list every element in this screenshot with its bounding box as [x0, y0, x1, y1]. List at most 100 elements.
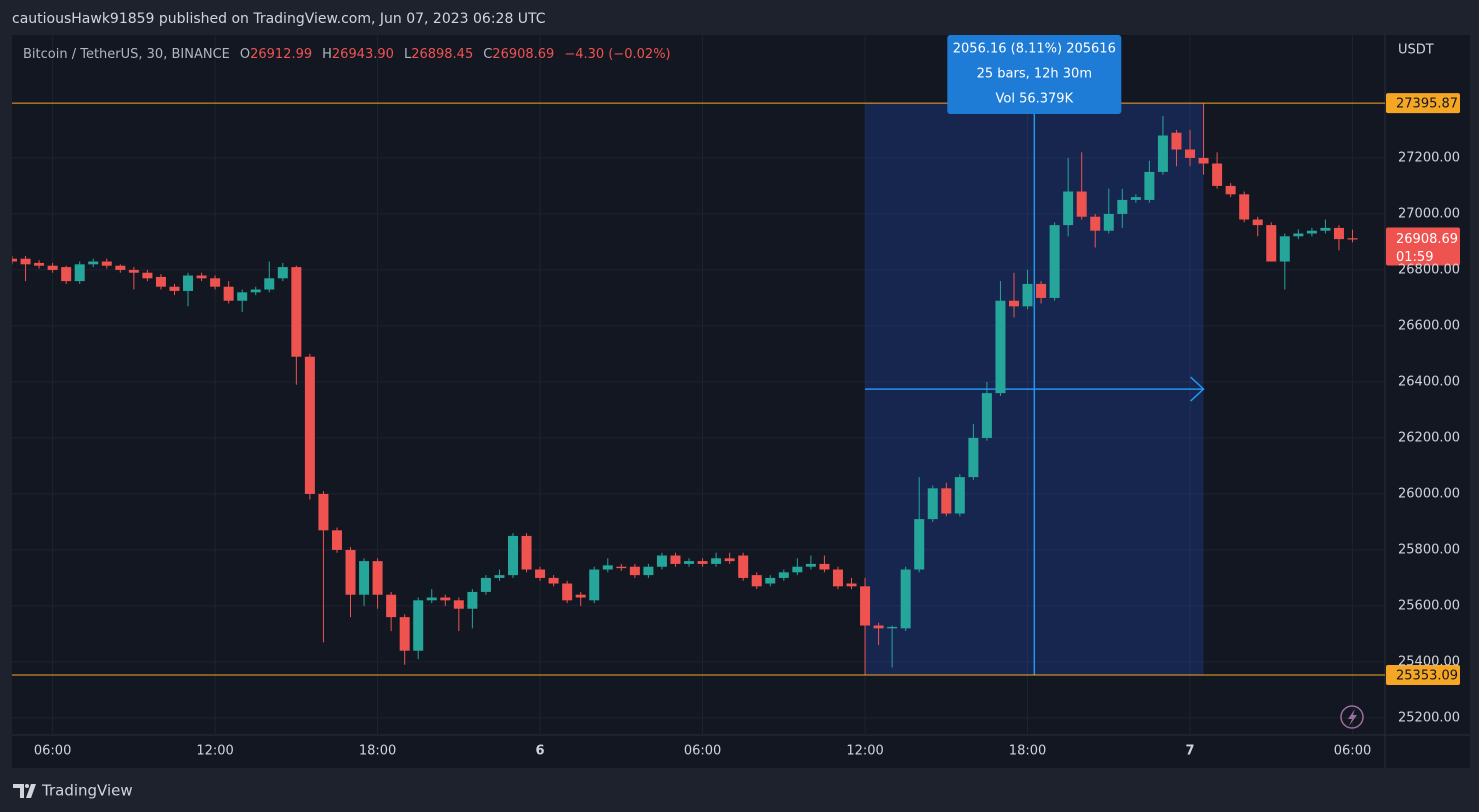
- candle-body: [1049, 225, 1060, 298]
- candle-body: [1347, 238, 1358, 240]
- candle-body: [1090, 216, 1101, 231]
- candle-body: [575, 594, 586, 598]
- candle-body: [995, 300, 1006, 394]
- candle-body: [656, 555, 667, 567]
- candle-body: [1022, 283, 1033, 307]
- candle-body: [968, 437, 979, 478]
- candle-body: [142, 272, 153, 279]
- y-tick-label: 27200.00: [1398, 150, 1460, 165]
- x-tick-label: 18:00: [1009, 744, 1046, 759]
- price-tag-label: 25353.09: [1396, 669, 1458, 684]
- candle-body: [507, 535, 518, 576]
- y-tick-label: 26000.00: [1398, 486, 1460, 501]
- y-tick-label: 26600.00: [1398, 318, 1460, 333]
- candle-body: [1130, 197, 1141, 200]
- candle-body: [1008, 300, 1019, 307]
- candle-body: [155, 276, 166, 287]
- candle-body: [264, 278, 275, 290]
- candle-body: [914, 519, 925, 570]
- candle-body: [413, 600, 424, 651]
- candle-body: [589, 569, 600, 601]
- last-price-tag: [1386, 227, 1460, 266]
- x-tick-label: 06:00: [34, 744, 71, 759]
- candle-body: [738, 555, 749, 578]
- y-tick-label: 26400.00: [1398, 374, 1460, 389]
- candle-body: [399, 617, 410, 651]
- candle-body: [277, 267, 288, 279]
- candle-body: [210, 278, 221, 287]
- candle-body: [832, 569, 843, 587]
- x-tick-label: 12:00: [196, 744, 233, 759]
- candle-body: [521, 535, 532, 570]
- candle-body: [819, 563, 830, 570]
- candle-body: [562, 583, 573, 601]
- candle-body: [1306, 230, 1317, 234]
- candle-body: [426, 597, 437, 601]
- candle-body: [372, 561, 383, 595]
- candle-body: [183, 275, 194, 291]
- candle-body: [196, 275, 207, 279]
- candle-body: [981, 393, 992, 438]
- candle-body: [941, 488, 952, 514]
- measure-label: 2056.16 (8.11%) 205616: [953, 42, 1116, 57]
- candle-body: [12, 258, 17, 262]
- price-tag: [1386, 93, 1460, 114]
- chart-panel: [12, 35, 1470, 768]
- candle-body: [453, 600, 464, 609]
- candle-body: [684, 561, 695, 564]
- candle-body: [1266, 225, 1277, 262]
- candle-body: [74, 264, 85, 282]
- candle-body: [34, 262, 45, 266]
- candle-body: [47, 265, 58, 270]
- y-tick-label: 25200.00: [1398, 710, 1460, 725]
- candle-body: [643, 566, 654, 576]
- candle-body: [88, 261, 99, 265]
- candle-body: [1185, 149, 1196, 158]
- brand: TradingView: [41, 782, 133, 800]
- y-tick-label: 25800.00: [1398, 542, 1460, 557]
- x-tick-label: 06:00: [684, 744, 721, 759]
- x-tick-label: 6: [536, 744, 545, 759]
- candle-body: [128, 269, 139, 273]
- candle-body: [751, 575, 762, 587]
- countdown: 01:59: [1396, 250, 1433, 265]
- measure-arrow: [1190, 376, 1205, 402]
- y-tick-label: 25400.00: [1398, 654, 1460, 669]
- y-tick-label: 25600.00: [1398, 598, 1460, 613]
- candle-body: [724, 558, 735, 562]
- measure-label: 25 bars, 12h 30m: [977, 67, 1092, 82]
- candle-body: [304, 356, 315, 494]
- candle-body: [440, 597, 451, 601]
- brand-logo: [13, 784, 36, 798]
- x-tick-label: 7: [1185, 744, 1194, 759]
- candle-body: [61, 267, 72, 282]
- y-tick-label: 27000.00: [1398, 206, 1460, 221]
- price-tag: [1386, 665, 1460, 686]
- candle-body: [1293, 233, 1304, 237]
- published: cautiousHawk91859 published on TradingVi…: [12, 11, 546, 27]
- candle-body: [169, 286, 180, 291]
- candle-body: [1063, 191, 1074, 226]
- x-tick-label: 06:00: [1334, 744, 1371, 759]
- candle-body: [237, 292, 248, 301]
- currency: USDT: [1398, 43, 1434, 58]
- y-tick-label: 26800.00: [1398, 262, 1460, 277]
- candle-body: [318, 493, 329, 531]
- candle-body: [1333, 227, 1344, 240]
- measure-label-box: [947, 35, 1122, 114]
- candle-body: [535, 569, 546, 578]
- candle-body: [345, 549, 356, 595]
- candle-body: [1225, 185, 1236, 195]
- candle-body: [778, 572, 789, 578]
- candle-body: [1198, 157, 1209, 164]
- y-tick-label: 26200.00: [1398, 430, 1460, 445]
- candle-body: [1212, 163, 1223, 186]
- candle-body: [860, 586, 871, 626]
- candle-body: [602, 565, 613, 570]
- lightning-icon: [1340, 705, 1364, 729]
- candle-body: [765, 577, 776, 584]
- candle-body: [805, 563, 816, 567]
- candle-body: [697, 561, 708, 564]
- candle-body: [629, 566, 640, 576]
